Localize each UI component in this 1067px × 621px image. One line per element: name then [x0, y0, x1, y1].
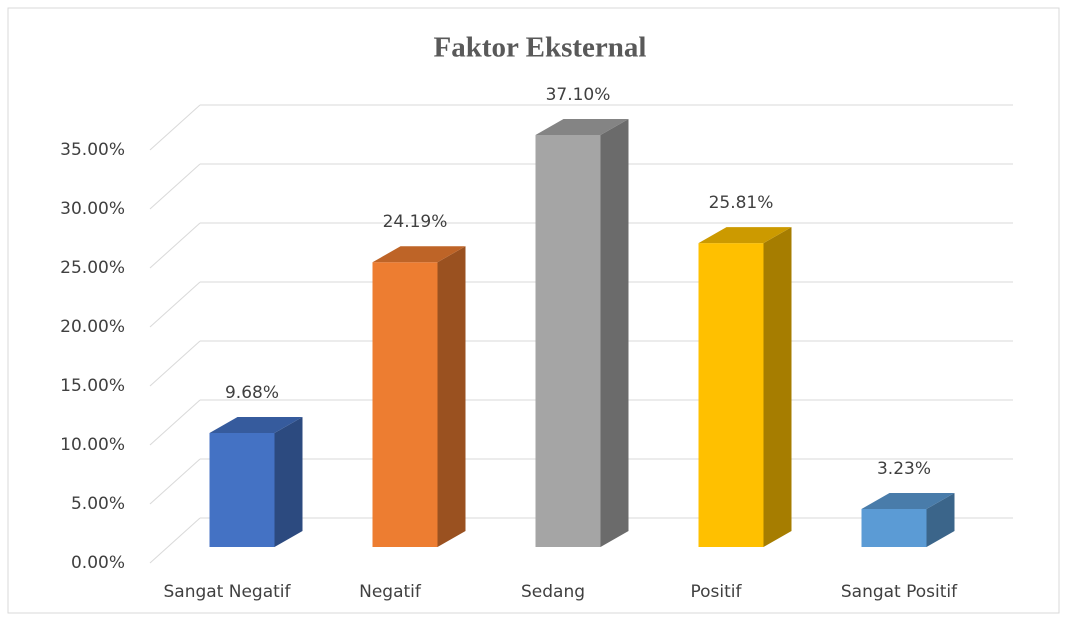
y-tick-label: 15.00% [60, 376, 125, 396]
grid-line-side [149, 281, 201, 328]
data-label: 3.23% [877, 459, 931, 479]
bar-top [698, 227, 792, 244]
bar-top [209, 417, 303, 434]
x-tick-label: Positif [691, 582, 743, 602]
bar-front [535, 135, 601, 547]
data-label: 9.68% [225, 383, 279, 403]
bar-top [535, 119, 629, 135]
bar-top [372, 246, 466, 263]
bar-front [372, 262, 438, 547]
bar [372, 246, 466, 547]
bar-front [698, 243, 764, 547]
y-tick-label: 35.00% [60, 140, 125, 160]
y-tick-label: 0.00% [71, 553, 125, 573]
bar-top [861, 492, 955, 509]
grid-line-side [149, 458, 201, 505]
grid-line-side [149, 517, 201, 564]
bar [535, 119, 629, 547]
data-label: 24.19% [383, 212, 448, 232]
data-label: 25.81% [709, 193, 774, 213]
chart-title: Faktor Eksternal [434, 32, 647, 64]
grid-line-side [149, 163, 201, 210]
bar [209, 417, 303, 547]
bar-side [274, 417, 303, 547]
y-tick-label: 10.00% [60, 435, 125, 455]
x-tick-label: Sangat Negatif [163, 582, 291, 602]
bar-side [926, 492, 955, 547]
y-tick-label: 25.00% [60, 258, 125, 278]
y-tick-label: 30.00% [60, 199, 125, 219]
x-tick-label: Negatif [359, 582, 422, 602]
grid-line-side [149, 104, 201, 151]
x-tick-label: Sedang [521, 582, 585, 602]
grid-line-side [149, 340, 201, 387]
data-label: 37.10% [546, 85, 611, 105]
x-tick-label: Sangat Positif [841, 582, 958, 602]
bar-side [600, 119, 629, 547]
y-tick-label: 5.00% [71, 494, 125, 514]
bar-front [209, 433, 275, 547]
grid-line-side [149, 399, 201, 446]
bar-side [763, 227, 792, 547]
bar [698, 227, 792, 547]
y-tick-label: 20.00% [60, 317, 125, 337]
bar-side [437, 246, 466, 547]
bar-front [861, 508, 927, 547]
grid-line-side [149, 222, 201, 269]
bar [861, 492, 955, 547]
